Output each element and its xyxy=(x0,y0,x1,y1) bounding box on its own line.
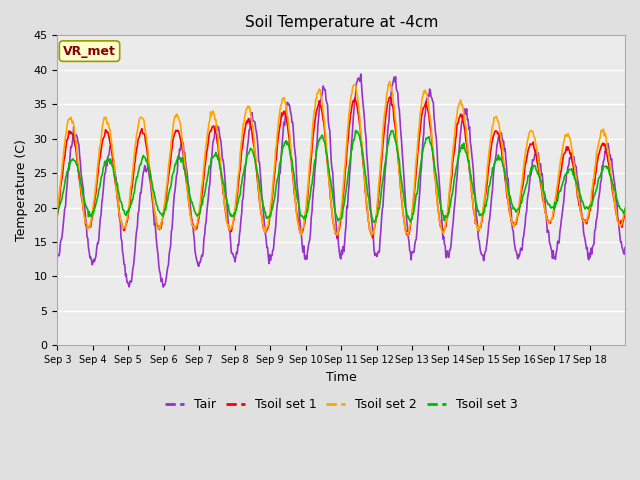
Legend: Tair, Tsoil set 1, Tsoil set 2, Tsoil set 3: Tair, Tsoil set 1, Tsoil set 2, Tsoil se… xyxy=(160,394,522,417)
Tsoil set 2 xyxy=(253,161,260,167)
Tsoil set 3 xyxy=(433,180,441,186)
Line: Tsoil set 3: Tsoil set 3 xyxy=(58,131,625,222)
Tair xyxy=(621,245,629,251)
Tair xyxy=(159,284,167,290)
Tair xyxy=(253,135,261,141)
Tsoil set 2 xyxy=(386,78,394,84)
Tsoil set 2 xyxy=(225,222,232,228)
Tsoil set 2 xyxy=(274,126,282,132)
Tsoil set 1 xyxy=(433,196,441,202)
X-axis label: Time: Time xyxy=(326,371,356,384)
Tsoil set 3 xyxy=(352,128,360,133)
Tair xyxy=(275,184,282,190)
Tsoil set 3 xyxy=(274,175,282,180)
Tair xyxy=(433,147,441,153)
Tsoil set 1 xyxy=(386,94,394,100)
Tsoil set 3 xyxy=(120,207,128,213)
Tsoil set 2 xyxy=(120,225,128,230)
Tsoil set 3 xyxy=(225,202,232,208)
Title: Soil Temperature at -4cm: Soil Temperature at -4cm xyxy=(244,15,438,30)
Tair xyxy=(120,262,128,267)
Tsoil set 2 xyxy=(401,220,408,226)
Line: Tair: Tair xyxy=(58,74,625,287)
Tsoil set 1 xyxy=(621,207,629,213)
Tsoil set 1 xyxy=(369,235,376,241)
Text: VR_met: VR_met xyxy=(63,45,116,58)
Tsoil set 1 xyxy=(54,212,61,218)
Tsoil set 3 xyxy=(401,204,409,210)
Tair xyxy=(357,71,365,77)
Tair xyxy=(401,195,409,201)
Tsoil set 3 xyxy=(621,206,629,212)
Tsoil set 1 xyxy=(120,228,128,233)
Tsoil set 2 xyxy=(621,205,629,211)
Y-axis label: Temperature (C): Temperature (C) xyxy=(15,139,28,241)
Tsoil set 2 xyxy=(54,206,61,212)
Tsoil set 1 xyxy=(274,137,282,143)
Tsoil set 3 xyxy=(253,166,260,172)
Tair xyxy=(225,227,233,233)
Tair xyxy=(54,254,61,260)
Tsoil set 2 xyxy=(404,232,412,238)
Tsoil set 1 xyxy=(253,167,260,172)
Tsoil set 3 xyxy=(54,210,61,216)
Tsoil set 3 xyxy=(371,219,378,225)
Line: Tsoil set 1: Tsoil set 1 xyxy=(58,97,625,238)
Tsoil set 1 xyxy=(225,222,232,228)
Tsoil set 1 xyxy=(401,226,409,231)
Line: Tsoil set 2: Tsoil set 2 xyxy=(58,81,625,235)
Tsoil set 2 xyxy=(433,199,441,204)
